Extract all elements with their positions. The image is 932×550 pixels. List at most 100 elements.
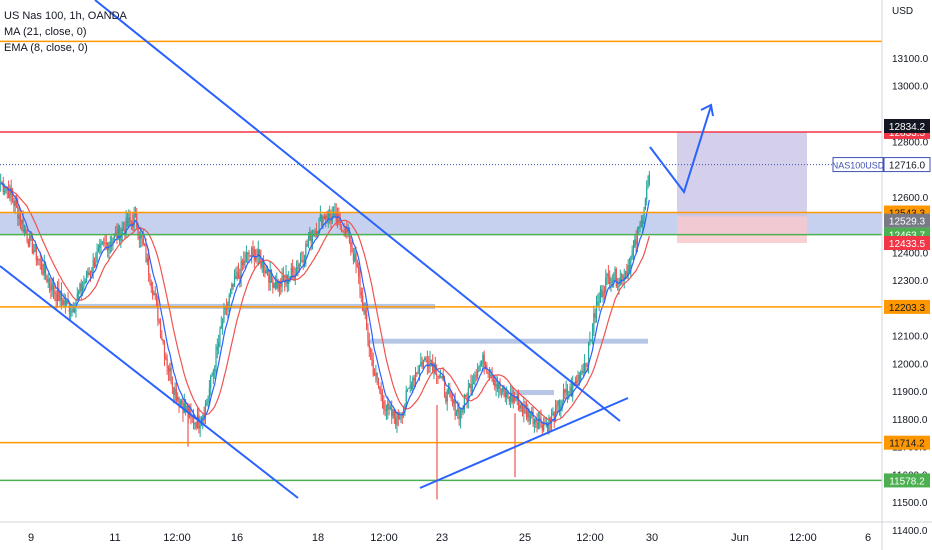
time-tick-label: 16 <box>231 532 243 544</box>
candle <box>581 364 583 375</box>
candle <box>606 272 608 285</box>
candle <box>75 299 77 318</box>
candle <box>170 358 172 385</box>
candle <box>490 368 492 379</box>
candle <box>469 383 471 389</box>
candle <box>274 275 277 291</box>
candle <box>162 338 164 345</box>
candle <box>587 341 590 374</box>
candle <box>269 260 271 291</box>
candle <box>572 375 574 402</box>
time-tick-label: 12:00 <box>576 532 604 544</box>
candle <box>619 269 621 287</box>
candle <box>562 383 565 403</box>
candle <box>247 251 249 263</box>
candle <box>265 266 267 274</box>
candle <box>512 387 514 409</box>
candle <box>273 282 275 289</box>
candle <box>462 405 464 416</box>
candle <box>150 279 152 294</box>
candle <box>244 251 246 269</box>
symbol-title[interactable]: US Nas 100, 1h, OANDA <box>4 10 127 22</box>
candle <box>639 220 641 233</box>
candle <box>218 334 220 355</box>
time-tick-label: 12:00 <box>789 532 817 544</box>
candle <box>165 352 167 361</box>
candle <box>35 243 37 266</box>
candle <box>646 180 648 206</box>
candle <box>450 391 452 402</box>
candle <box>569 383 571 396</box>
candle <box>376 372 378 385</box>
candle <box>13 197 15 213</box>
candle <box>504 387 506 403</box>
level-price-tag-background <box>884 473 930 488</box>
candle <box>303 254 306 268</box>
candle <box>524 400 526 414</box>
candle <box>561 399 563 412</box>
candle <box>479 360 481 372</box>
position-price-tag-background <box>884 118 930 133</box>
candle <box>301 251 303 263</box>
candle <box>202 414 204 430</box>
candle <box>255 249 257 263</box>
level-price-tag: 11714.2 <box>889 439 925 450</box>
candle <box>379 385 381 395</box>
candle <box>613 272 615 288</box>
price-tick-label: 13000.0 <box>892 82 929 93</box>
candle <box>111 235 113 253</box>
candle <box>97 244 100 253</box>
ma-21-line <box>0 182 650 422</box>
ma-indicator-label[interactable]: MA (21, close, 0) <box>4 26 87 38</box>
price-tick-label: 12000.0 <box>892 359 929 370</box>
candle <box>142 229 144 246</box>
candle <box>215 344 217 379</box>
candle <box>399 411 401 420</box>
candle <box>9 184 11 202</box>
candle <box>251 246 253 264</box>
candle <box>363 302 365 316</box>
candle <box>56 281 59 308</box>
candle <box>336 207 339 229</box>
candle <box>141 233 143 247</box>
price-tick-label: 11400.0 <box>892 526 928 537</box>
candle <box>323 213 325 220</box>
candle <box>319 205 321 222</box>
candle <box>120 227 122 248</box>
candle <box>429 350 431 373</box>
candle <box>87 267 89 278</box>
candle <box>331 206 333 225</box>
candle <box>214 365 216 380</box>
candle <box>233 269 236 287</box>
candle <box>89 270 92 283</box>
candle <box>174 382 176 402</box>
candle <box>4 183 6 196</box>
ema-indicator-label[interactable]: EMA (8, close, 0) <box>4 42 88 54</box>
chart-legend: US Nas 100, 1h, OANDA MA (21, close, 0) … <box>4 8 127 56</box>
candle <box>350 234 352 256</box>
candle <box>476 362 479 380</box>
candle <box>21 219 23 232</box>
candle <box>171 376 174 394</box>
candle <box>285 265 287 288</box>
candle <box>387 396 389 420</box>
price-tick-label: 12400.0 <box>892 248 929 259</box>
candle <box>272 276 274 294</box>
candle <box>634 234 636 249</box>
candle <box>121 221 123 241</box>
candle <box>584 354 586 374</box>
candle <box>161 330 163 341</box>
candle <box>311 229 314 250</box>
candle <box>305 240 307 267</box>
candle <box>207 395 209 408</box>
candle <box>375 364 377 383</box>
price-tick-label: 12800.0 <box>892 137 929 148</box>
level-price-tag-background <box>884 435 930 450</box>
candle <box>314 228 316 238</box>
candle <box>19 208 22 230</box>
position-price-tag: 12834.2 <box>889 122 926 133</box>
candle <box>334 202 336 218</box>
